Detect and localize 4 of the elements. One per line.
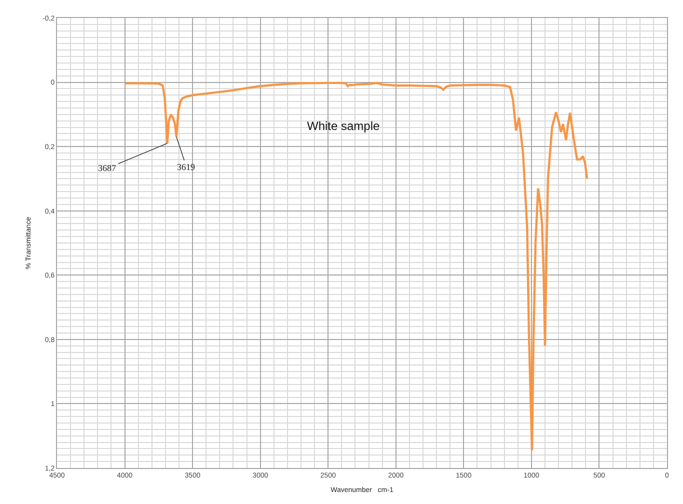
annotation: White sample bbox=[307, 119, 380, 133]
line-series bbox=[124, 82, 588, 452]
annotation: 3687 bbox=[98, 163, 116, 173]
annotation: 3619 bbox=[177, 162, 196, 172]
